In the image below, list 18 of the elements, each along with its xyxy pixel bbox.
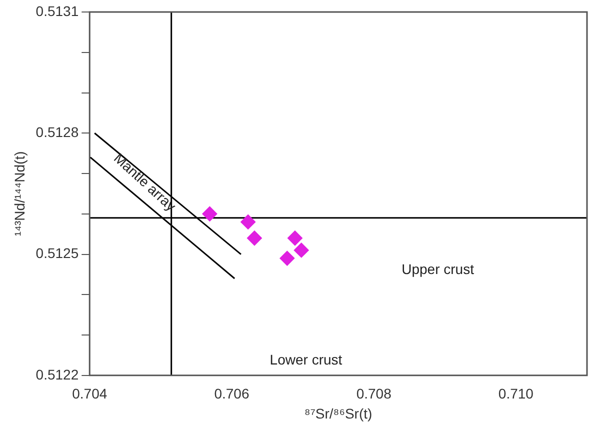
x-tick-label: 0.704 <box>72 386 108 402</box>
point <box>294 242 309 258</box>
x-tick-label: 0.708 <box>356 386 392 402</box>
point <box>246 230 262 246</box>
point <box>240 214 256 230</box>
y-tick-label: 0.5131 <box>36 2 79 19</box>
annotation: Lower crust <box>270 352 342 368</box>
point <box>280 250 295 266</box>
x-tick-label: 0.710 <box>498 386 534 402</box>
y-axis-title: ¹⁴³Nd/¹⁴⁴Nd(t) <box>11 151 28 236</box>
x-axis-title: ⁸⁷Sr/⁸⁶Sr(t) <box>304 405 372 422</box>
x-tick-label: 0.706 <box>214 386 250 402</box>
y-tick-label: 0.5128 <box>36 124 79 140</box>
y-tick-label: 0.5122 <box>36 366 79 382</box>
y-tick-label: 0.5125 <box>36 245 79 262</box>
annotation: Upper crust <box>402 260 474 277</box>
point <box>202 206 218 222</box>
point <box>287 230 302 246</box>
